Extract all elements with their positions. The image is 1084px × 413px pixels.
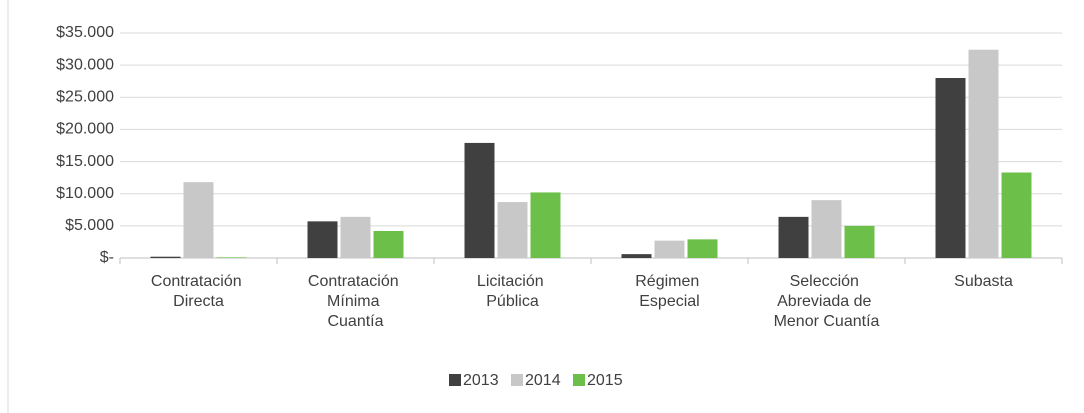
y-tick-label: $20.000 [56, 121, 114, 138]
bar [530, 192, 561, 258]
x-tick-label: Selección Abreviada de Menor Cuantía [774, 273, 880, 330]
y-tick-label: $10.000 [56, 185, 114, 202]
x-tick-label: Contratación Mínima Cuantía [308, 273, 403, 330]
bar [778, 216, 809, 258]
bar [497, 202, 528, 258]
x-tick-label: Subasta [954, 273, 1013, 290]
bar [687, 239, 718, 258]
legend-label: 2013 [463, 372, 499, 389]
y-tick-label: $35.000 [56, 24, 114, 41]
x-tick-label: Contratación Directa [151, 273, 246, 310]
legend-label: 2015 [587, 372, 623, 389]
bar [150, 256, 181, 258]
bar [464, 142, 495, 258]
bar [216, 257, 247, 258]
bar [621, 254, 652, 258]
bar [811, 200, 842, 258]
bar [935, 78, 966, 258]
y-tick-label: $30.000 [56, 56, 114, 73]
bar [968, 49, 999, 258]
y-tick-label: $5.000 [65, 217, 114, 234]
bar [654, 240, 685, 258]
x-tick-label: Régimen Especial [635, 273, 703, 310]
x-tick-label: Licitación Pública [477, 273, 548, 310]
legend-swatch [449, 374, 461, 386]
bar [340, 216, 371, 258]
legend-swatch [573, 374, 585, 386]
y-tick-label: $- [100, 249, 114, 266]
bar [1001, 172, 1032, 258]
bar [183, 182, 214, 258]
y-tick-label: $15.000 [56, 153, 114, 170]
bar [307, 221, 338, 258]
y-tick-label: $25.000 [56, 89, 114, 106]
legend-swatch [511, 374, 523, 386]
bar [373, 231, 404, 258]
legend-label: 2014 [525, 372, 561, 389]
bar [844, 225, 875, 258]
